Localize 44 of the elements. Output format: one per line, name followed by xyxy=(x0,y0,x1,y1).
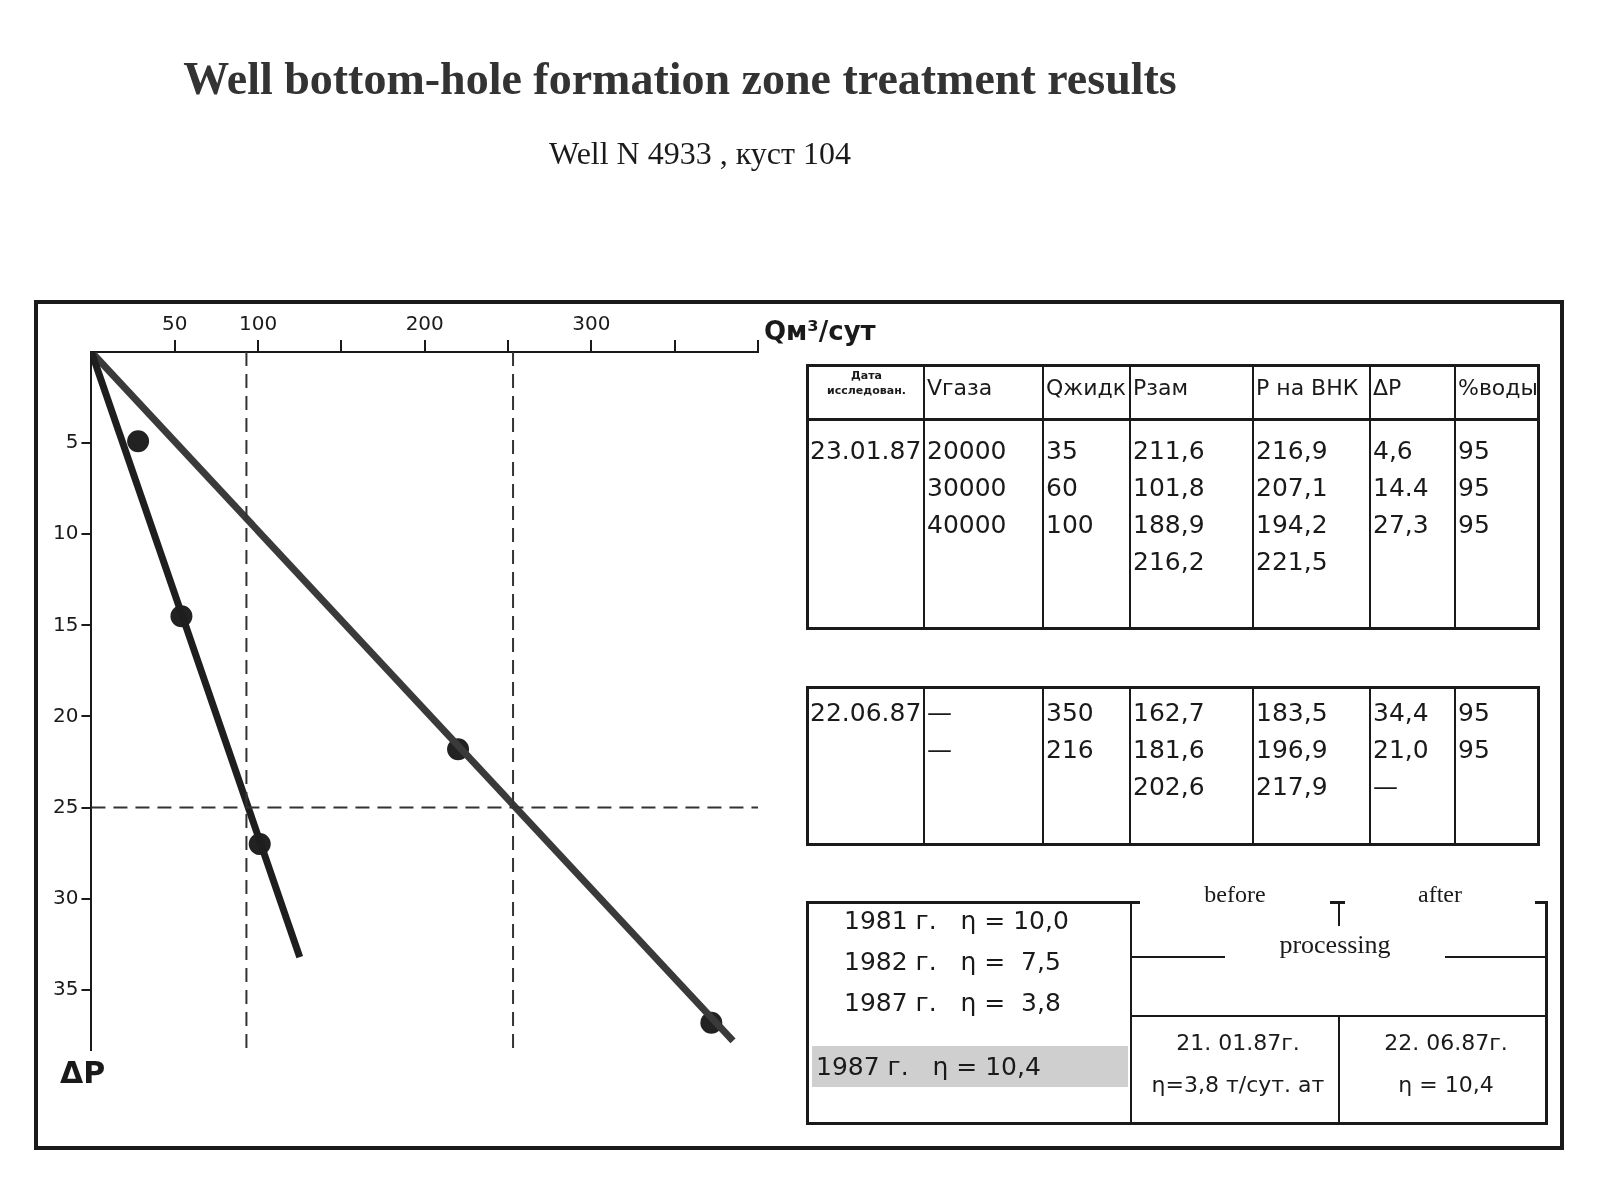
y-tick-label: 20 xyxy=(53,702,79,727)
text: 216,9 207,1 194,2 221,5 xyxy=(1255,435,1329,578)
x-axis-title: Qм³/сут xyxy=(764,315,876,346)
y-tick-label: 5 xyxy=(65,429,79,454)
text: 23.01.87 xyxy=(809,435,923,467)
text: 35 60 100 xyxy=(1045,435,1095,541)
text: before xyxy=(1140,876,1330,913)
text: 21. 01.87г. η=3,8 т/сут. ат xyxy=(1150,1029,1326,1099)
y-tick-label: 30 xyxy=(53,884,79,909)
text: P на ВНК xyxy=(1255,374,1360,402)
text: ΔP xyxy=(1372,374,1403,402)
y-axis-title: ΔP xyxy=(60,1054,106,1090)
x-tick-label: 200 xyxy=(405,311,444,336)
text: processing xyxy=(1225,926,1445,963)
y-tick-label: 35 xyxy=(53,976,79,1001)
text: 1987 г. η = 10,4 xyxy=(812,1046,1128,1087)
text: 22. 06.87г. η = 10,4 xyxy=(1383,1029,1509,1099)
text: — — xyxy=(926,697,953,766)
text: 162,7 181,6 202,6 xyxy=(1132,697,1206,803)
y-tick-label: 10 xyxy=(53,520,79,545)
x-tick-label: 50 xyxy=(162,311,188,336)
text: 350 216 xyxy=(1045,697,1095,766)
point xyxy=(127,430,150,453)
text: 95 95 xyxy=(1457,697,1491,766)
chart-subtitle: Well N 4933 , куст 104 xyxy=(548,135,852,172)
text: 22.06.87 xyxy=(809,697,923,729)
text: %воды xyxy=(1457,374,1539,402)
y-tick-label: 25 xyxy=(53,793,79,818)
text: Vгаза xyxy=(926,374,994,402)
text: 211,6 101,8 188,9 216,2 xyxy=(1132,435,1206,578)
chart-title: Well bottom-hole formation zone treatment results xyxy=(182,52,1178,105)
text: 183,5 196,9 217,9 xyxy=(1255,697,1329,803)
text: Pзам xyxy=(1132,374,1190,402)
text: Qжидк xyxy=(1045,374,1127,402)
text: 20000 30000 40000 xyxy=(926,435,1008,541)
x-tick-label: 300 xyxy=(572,311,611,336)
y-tick-label: 15 xyxy=(53,611,79,636)
text: Дата исследован. xyxy=(826,368,907,398)
text: after xyxy=(1345,876,1535,913)
text: 1981 г. η = 10,0 1982 г. η = 7,5 1987 г. η = 3,8 xyxy=(843,905,1070,1019)
text: 95 95 95 xyxy=(1457,435,1491,541)
text: 34,4 21,0 — xyxy=(1372,697,1430,803)
text: 4,6 14.4 27,3 xyxy=(1372,435,1430,541)
x-tick-label: 100 xyxy=(238,311,278,336)
